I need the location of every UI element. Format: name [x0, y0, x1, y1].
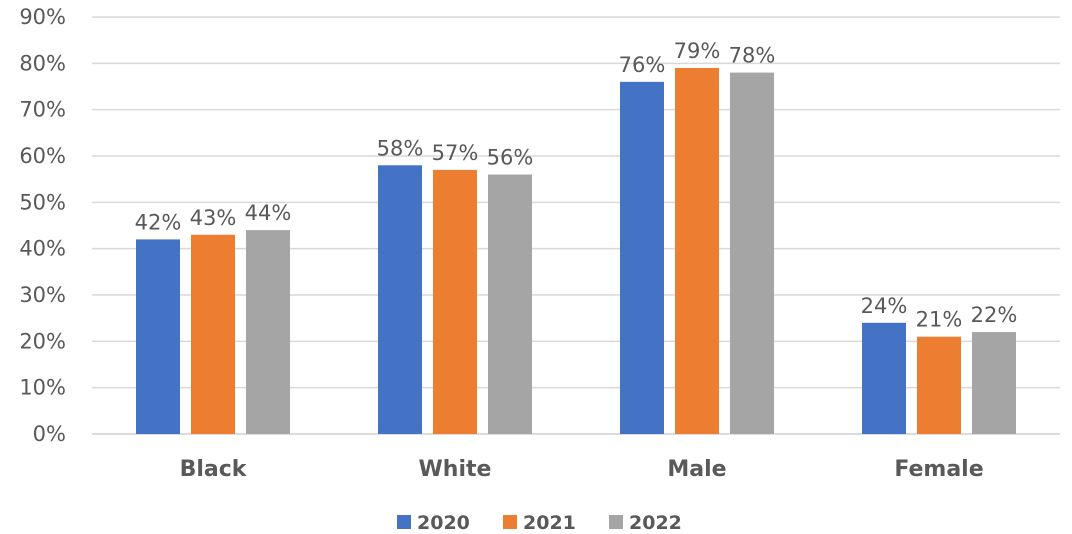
data-label-white-2020: 58%	[377, 136, 424, 160]
x-tick-label: Male	[667, 457, 726, 482]
legend-swatch-2022	[609, 515, 623, 529]
y-tick-label: 50%	[19, 190, 66, 214]
y-tick-label: 70%	[19, 98, 66, 122]
bar-white-2021	[433, 169, 477, 434]
bar-female-2021	[917, 336, 961, 434]
y-axis-ticks: 0% 10% 20% 30% 40% 50% 60% 70% 80% 90%	[19, 5, 66, 446]
data-label-black-2022: 44%	[245, 201, 292, 225]
y-tick-label: 40%	[19, 237, 66, 261]
y-tick-label: 10%	[19, 376, 66, 400]
legend-label-2020: 2020	[417, 512, 470, 534]
x-tick-label: Black	[180, 457, 248, 482]
y-tick-label: 0%	[33, 422, 66, 446]
bar-male-2021	[675, 67, 719, 434]
bars	[136, 67, 1016, 435]
bar-black-2021	[191, 234, 235, 434]
x-tick-label: White	[419, 457, 492, 482]
gridlines	[92, 16, 1060, 435]
data-label-white-2022: 56%	[487, 146, 534, 170]
legend-label-2022: 2022	[629, 512, 682, 534]
y-tick-label: 80%	[19, 51, 66, 75]
legend: 2020 2021 2022	[397, 512, 682, 534]
data-label-female-2022: 22%	[971, 303, 1018, 327]
data-labels: 42% 43% 44% 58% 57% 56% 76% 79% 78% 24% 21% 22%	[135, 39, 1018, 332]
y-tick-label: 90%	[19, 5, 66, 29]
data-label-male-2022: 78%	[729, 44, 776, 68]
y-tick-label: 30%	[19, 283, 66, 307]
y-tick-label: 60%	[19, 144, 66, 168]
data-label-male-2020: 76%	[619, 53, 666, 77]
data-label-white-2021: 57%	[432, 141, 479, 165]
legend-swatch-2020	[397, 515, 411, 529]
legend-label-2021: 2021	[523, 512, 576, 534]
bar-black-2020	[136, 239, 180, 434]
data-label-female-2020: 24%	[861, 294, 908, 318]
bar-male-2020	[620, 81, 664, 434]
y-tick-label: 20%	[19, 329, 66, 353]
data-label-male-2021: 79%	[674, 39, 721, 63]
bar-white-2022	[488, 174, 532, 435]
bar-white-2020	[378, 165, 422, 434]
legend-swatch-2021	[503, 515, 517, 529]
bar-female-2022	[972, 332, 1016, 434]
x-axis-ticks: Black White Male Female	[180, 457, 984, 482]
data-label-black-2020: 42%	[135, 210, 182, 234]
data-label-black-2021: 43%	[190, 206, 237, 230]
data-label-female-2021: 21%	[916, 308, 963, 332]
bar-male-2022	[730, 72, 774, 434]
bar-female-2020	[862, 322, 906, 434]
bar-black-2022	[246, 230, 290, 434]
x-tick-label: Female	[894, 457, 983, 482]
